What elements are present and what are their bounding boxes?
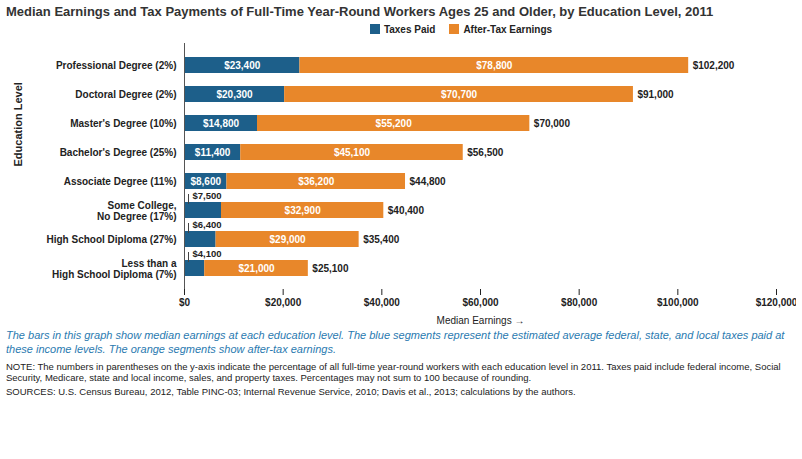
html-text:Median Earnings and Tax Paymen: Median Earnings and Tax Payments of Full… bbox=[6, 4, 714, 19]
html-text:SOURCES: U.S. Census Bureau, 2: SOURCES: U.S. Census Bureau, 2012, Table… bbox=[6, 386, 576, 398]
svg-text:Master's Degree (10%): Master's Degree (10%) bbox=[70, 118, 176, 129]
svg-text:$35,400: $35,400 bbox=[363, 234, 400, 245]
html-text:NOTE: The numbers in parenthes: NOTE: The numbers in parentheses on the … bbox=[6, 360, 781, 384]
svg-text:$78,800: $78,800 bbox=[476, 60, 513, 71]
svg-text:$40,000: $40,000 bbox=[364, 297, 401, 308]
svg-text:$120,000: $120,000 bbox=[756, 297, 796, 308]
svg-text:Professional Degree (2%): Professional Degree (2%) bbox=[56, 60, 177, 71]
svg-text:$20,000: $20,000 bbox=[265, 297, 302, 308]
svg-text:Doctoral Degree (2%): Doctoral Degree (2%) bbox=[75, 89, 176, 100]
svg-text:$102,200: $102,200 bbox=[693, 60, 735, 71]
svg-text:$4,100: $4,100 bbox=[193, 248, 222, 259]
svg-text:Less than aHigh School Diploma: Less than aHigh School Diploma (7%) bbox=[52, 258, 177, 280]
svg-text:$45,100: $45,100 bbox=[334, 147, 371, 158]
svg-text:$11,400: $11,400 bbox=[195, 147, 231, 158]
svg-text:$8,600: $8,600 bbox=[190, 176, 221, 187]
svg-text:$20,300: $20,300 bbox=[216, 89, 253, 100]
html-text:After-Tax Earnings: After-Tax Earnings bbox=[463, 23, 553, 35]
svg-text:$40,400: $40,400 bbox=[388, 205, 425, 216]
html-text:Taxes Paid: Taxes Paid bbox=[383, 23, 436, 35]
svg-text:$55,200: $55,200 bbox=[376, 118, 413, 129]
svg-text:$70,000: $70,000 bbox=[534, 118, 571, 129]
svg-text:$29,000: $29,000 bbox=[270, 234, 307, 245]
svg-text:$14,800: $14,800 bbox=[203, 118, 240, 129]
svg-text:Median Earnings →: Median Earnings → bbox=[437, 315, 525, 326]
svg-text:$44,800: $44,800 bbox=[410, 176, 447, 187]
svg-text:$32,900: $32,900 bbox=[285, 205, 322, 216]
svg-text:$60,000: $60,000 bbox=[462, 297, 499, 308]
svg-text:$100,000: $100,000 bbox=[657, 297, 699, 308]
svg-text:$70,700: $70,700 bbox=[441, 89, 478, 100]
svg-text:$21,000: $21,000 bbox=[238, 263, 275, 274]
svg-text:$56,500: $56,500 bbox=[467, 147, 504, 158]
svg-text:$23,400: $23,400 bbox=[224, 60, 261, 71]
html-text:The bars in this graph show me: The bars in this graph show median earni… bbox=[6, 329, 785, 355]
svg-text:$7,500: $7,500 bbox=[193, 190, 222, 201]
svg-text:$36,200: $36,200 bbox=[298, 176, 335, 187]
svg-text:Bachelor's Degree (25%): Bachelor's Degree (25%) bbox=[60, 147, 177, 158]
svg-text:High School Diploma (27%): High School Diploma (27%) bbox=[46, 234, 176, 245]
svg-text:$0: $0 bbox=[179, 297, 191, 308]
svg-text:$91,000: $91,000 bbox=[637, 89, 674, 100]
svg-text:Associate Degree (11%): Associate Degree (11%) bbox=[64, 176, 177, 187]
svg-text:Some College,No Degree (17%): Some College,No Degree (17%) bbox=[97, 200, 177, 222]
svg-text:Education Level: Education Level bbox=[12, 82, 24, 166]
svg-text:$80,000: $80,000 bbox=[561, 297, 598, 308]
svg-text:$6,400: $6,400 bbox=[193, 219, 222, 230]
svg-text:$25,100: $25,100 bbox=[312, 263, 349, 274]
